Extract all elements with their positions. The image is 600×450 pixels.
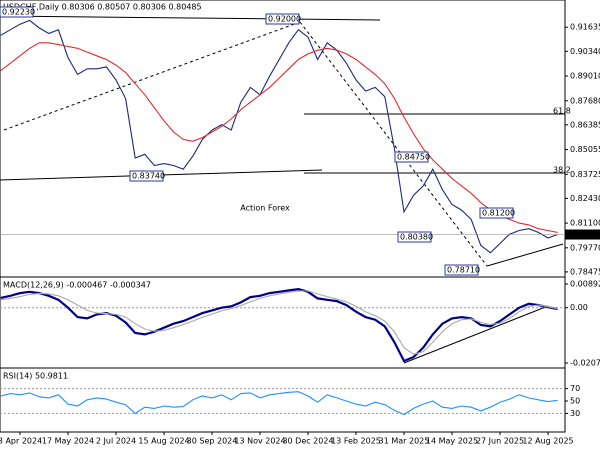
series-line xyxy=(0,42,558,233)
x-tick-label: 12 Aug 2025 xyxy=(522,437,573,446)
x-tick-label: 13 Feb 2025 xyxy=(331,437,381,446)
annotation: 0.92230 xyxy=(2,8,35,17)
series-line xyxy=(0,391,558,416)
last-price-label: 0.80485 xyxy=(568,230,600,239)
annotation: 0.81200 xyxy=(482,209,515,218)
series-line xyxy=(0,290,558,355)
series-line xyxy=(0,287,558,363)
last-price-box xyxy=(565,229,600,240)
panel-title: RSI(14) 50.9811 xyxy=(3,372,68,381)
y-tick-label: 70 xyxy=(570,384,580,393)
trend-line xyxy=(0,15,381,21)
x-tick-label: 3 Apr 2024 xyxy=(0,437,42,446)
panel-title: USDCHF,Daily 0.80306 0.80507 0.80306 0.8… xyxy=(3,3,202,12)
x-tick-label: 27 Jun 2025 xyxy=(476,437,524,446)
annotation: 0.80380 xyxy=(400,233,433,242)
y-tick-label: 0.008923 xyxy=(570,279,600,288)
series-line xyxy=(0,19,558,254)
y-tick-label: 0.86385 xyxy=(570,120,600,129)
y-tick-label: 0.91635 xyxy=(570,23,600,32)
annotation: 0.84750 xyxy=(397,153,430,162)
x-tick-label: 2 Jul 2024 xyxy=(96,437,136,446)
y-tick-label: 0.00 xyxy=(570,303,588,312)
y-tick-label: 0.87680 xyxy=(570,96,600,105)
y-tick-label: 0.79770 xyxy=(570,243,600,252)
annotation: 61.8 xyxy=(553,107,571,116)
x-tick-label: 30 Dec 2024 xyxy=(282,437,333,446)
x-tick-label: 30 Sep 2024 xyxy=(187,437,238,446)
annotation: 0.78710 xyxy=(447,266,480,275)
y-tick-label: 0.78475 xyxy=(570,267,600,276)
y-tick-label: 0.85055 xyxy=(570,145,600,154)
trend-line xyxy=(3,21,301,131)
annotation-box xyxy=(129,170,164,182)
annotation-box xyxy=(0,6,34,18)
y-tick-label: 50 xyxy=(570,397,580,406)
y-tick-label: 0.81100 xyxy=(570,219,600,228)
annotation-box xyxy=(394,151,429,163)
y-tick-label: 0.82430 xyxy=(570,194,600,203)
y-tick-label: -0.020759 xyxy=(570,358,600,367)
annotation: 38.2 xyxy=(553,166,571,175)
y-tick-label: 0.89010 xyxy=(570,72,600,81)
watermark: Action Forex xyxy=(240,204,290,213)
annotation-box xyxy=(479,207,514,219)
x-tick-label: 17 May 2024 xyxy=(42,437,94,446)
panel-title: MACD(12,26,9) -0.000467 -0.000347 xyxy=(3,281,151,290)
annotation-box xyxy=(444,264,479,276)
x-tick-label: 15 Aug 2024 xyxy=(138,437,189,446)
trend-line xyxy=(486,243,564,267)
x-tick-label: 31 Mar 2025 xyxy=(379,437,430,446)
y-tick-label: 0.83725 xyxy=(570,170,600,179)
annotation: 0.92000 xyxy=(268,15,301,24)
trend-line xyxy=(403,305,549,364)
annotation-box xyxy=(397,231,432,243)
x-tick-label: 14 May 2025 xyxy=(426,437,478,446)
plot-frame xyxy=(0,0,566,433)
annotation: 0.83740 xyxy=(132,172,165,181)
x-tick-label: 13 Nov 2024 xyxy=(234,437,285,446)
y-tick-label: 0.90340 xyxy=(570,47,600,56)
y-tick-label: 30 xyxy=(570,409,580,418)
annotation-box xyxy=(265,13,300,25)
